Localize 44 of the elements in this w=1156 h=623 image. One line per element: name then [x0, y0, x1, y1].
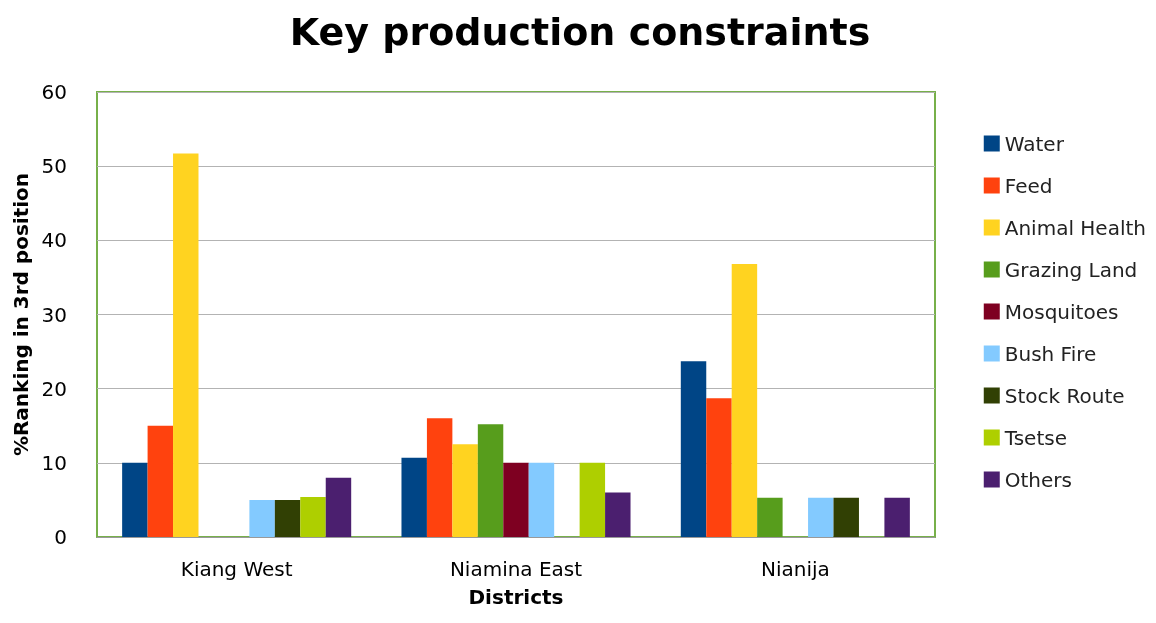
bar — [426, 418, 453, 537]
bar — [147, 425, 174, 537]
legend-label: Feed — [1004, 173, 1053, 198]
bar — [706, 398, 732, 537]
bar — [401, 457, 427, 537]
bar — [249, 499, 275, 537]
legend-label: Tsetse — [1003, 425, 1067, 450]
x-tick-label: Kiang West — [180, 557, 293, 581]
legend-label: Animal Health — [1004, 215, 1147, 240]
bar — [503, 462, 529, 537]
bar — [477, 424, 504, 537]
bar — [731, 264, 758, 537]
y-tick-label: 60 — [41, 80, 67, 104]
bar — [605, 492, 631, 537]
bar — [300, 496, 326, 537]
y-tick-label: 40 — [41, 228, 67, 253]
legend-label: Grazing Land — [1004, 257, 1138, 282]
bar — [579, 462, 606, 537]
bar — [452, 444, 478, 537]
bar — [884, 497, 910, 537]
bar — [528, 462, 555, 537]
legend-label: Others — [1004, 467, 1072, 492]
y-tick-label: 10 — [41, 450, 67, 475]
x-tick-label: Nianija — [760, 557, 830, 581]
chart-title: Key production constraints — [289, 10, 871, 54]
legend-label: Stock Route — [1004, 383, 1125, 408]
y-tick-label: 30 — [41, 302, 67, 327]
legend-label: Bush Fire — [1004, 341, 1097, 366]
y-tick-label: 50 — [41, 154, 67, 179]
bar — [122, 462, 148, 537]
bar — [833, 497, 859, 537]
bar — [173, 153, 199, 537]
y-axis-title: %Ranking in 3rd position — [8, 172, 33, 457]
y-tick-label: 20 — [41, 376, 67, 401]
bar — [274, 499, 301, 537]
bar — [808, 497, 834, 537]
bar — [757, 497, 783, 537]
x-axis-title: Districts — [468, 585, 564, 609]
y-tick-label: 0 — [54, 525, 67, 549]
bar — [680, 361, 707, 537]
legend-label: Mosquitoes — [1004, 299, 1119, 324]
legend-label: Water — [1004, 131, 1065, 156]
bar — [325, 477, 352, 537]
x-tick-label: Niamina East — [449, 557, 583, 581]
